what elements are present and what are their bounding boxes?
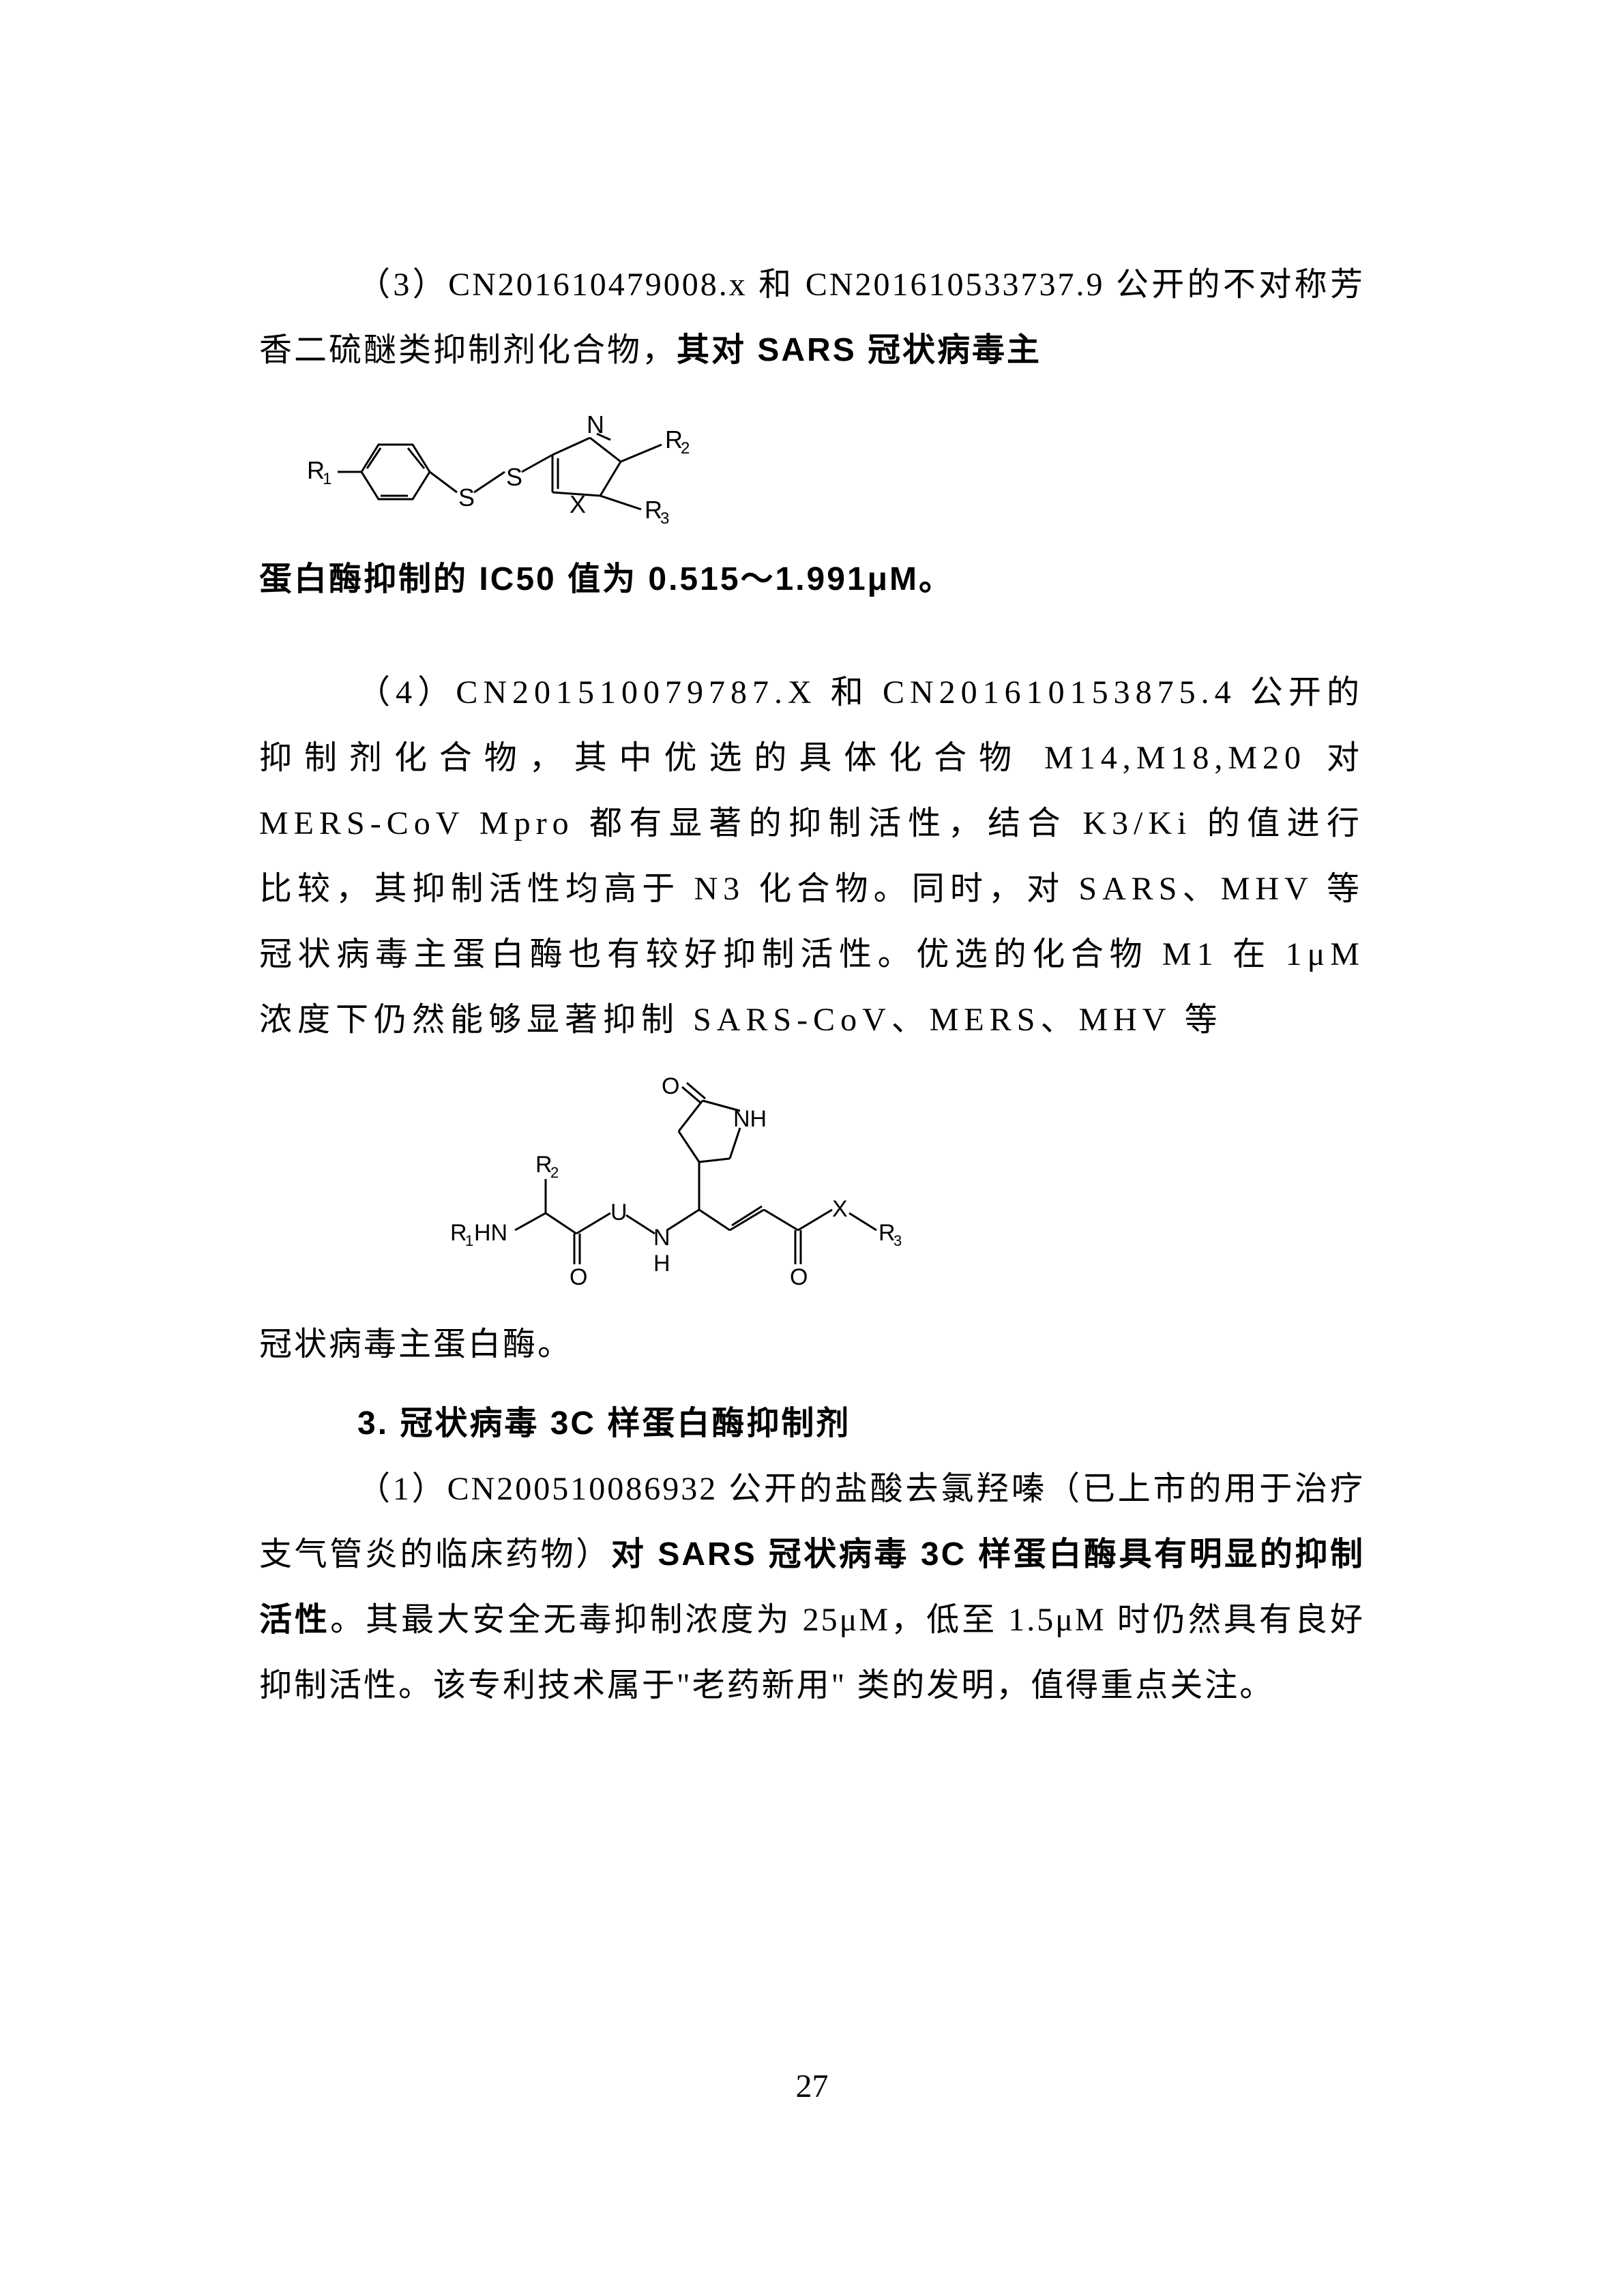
svg-text:N: N [587,411,604,438]
section-title-text: 3. 冠状病毒 3C 样蛋白酶抑制剂 [357,1405,851,1442]
svg-text:1: 1 [323,470,331,488]
page-number-value: 27 [796,2068,829,2104]
svg-text:R: R [535,1152,552,1178]
p4-text: 冠状病毒主蛋白酶。 [259,1326,572,1362]
svg-text:R: R [450,1220,467,1246]
p5-suffix: 。其最大安全无毒抑制浓度为 25μM，低至 1.5μM 时仍然具有良好抑制活性。… [259,1602,1365,1703]
svg-text:1: 1 [465,1232,473,1249]
chemical-structure-1: R1 S S N X R2 R3 [300,404,1365,540]
svg-text:H: H [653,1251,670,1277]
svg-text:X: X [832,1196,848,1222]
page-content: （3）CN201610479008.x 和 CN201610533737.9 公… [259,252,1365,1718]
svg-text:S: S [506,463,522,491]
svg-text:O: O [790,1264,808,1290]
paragraph-bold-ic50: 蛋白酶抑制的 IC50 值为 0.515～1.991μM。 [259,547,1365,612]
svg-text:3: 3 [894,1232,902,1249]
svg-text:N: N [653,1225,670,1251]
svg-text:O: O [662,1073,679,1099]
paragraph-4: （4）CN201510079787.X 和 CN201610153875.4 公… [259,660,1365,1053]
svg-text:HN: HN [474,1220,507,1246]
paragraph-3: （3）CN201610479008.x 和 CN201610533737.9 公… [259,252,1365,383]
section-title-3: 3. 冠状病毒 3C 样蛋白酶抑制剂 [259,1391,1365,1457]
p3-text: （4）CN201510079787.X 和 CN201610153875.4 公… [259,674,1365,1038]
svg-text:NH: NH [733,1106,767,1132]
chemical-structure-2: R1HN R2 O U N H O NH O X R3 [450,1073,1365,1305]
svg-text:2: 2 [681,439,690,458]
svg-text:U: U [610,1199,628,1225]
p2-bold: 蛋白酶抑制的 IC50 值为 0.515～1.991μM。 [259,561,954,597]
p1-bold: 其对 SARS 冠状病毒主 [677,332,1042,368]
svg-text:O: O [570,1264,587,1290]
paragraph-4-cont: 冠状病毒主蛋白酶。 [259,1312,1365,1377]
document-page: （3）CN201610479008.x 和 CN201610533737.9 公… [0,0,1624,2296]
svg-text:3: 3 [660,509,669,528]
svg-text:S: S [458,483,475,511]
svg-text:X: X [570,490,586,518]
page-number: 27 [0,2068,1624,2105]
svg-text:2: 2 [550,1164,559,1181]
svg-text:R: R [879,1220,896,1246]
paragraph-5: （1）CN200510086932 公开的盐酸去氯羟嗪（已上市的用于治疗支气管炎… [259,1457,1365,1718]
